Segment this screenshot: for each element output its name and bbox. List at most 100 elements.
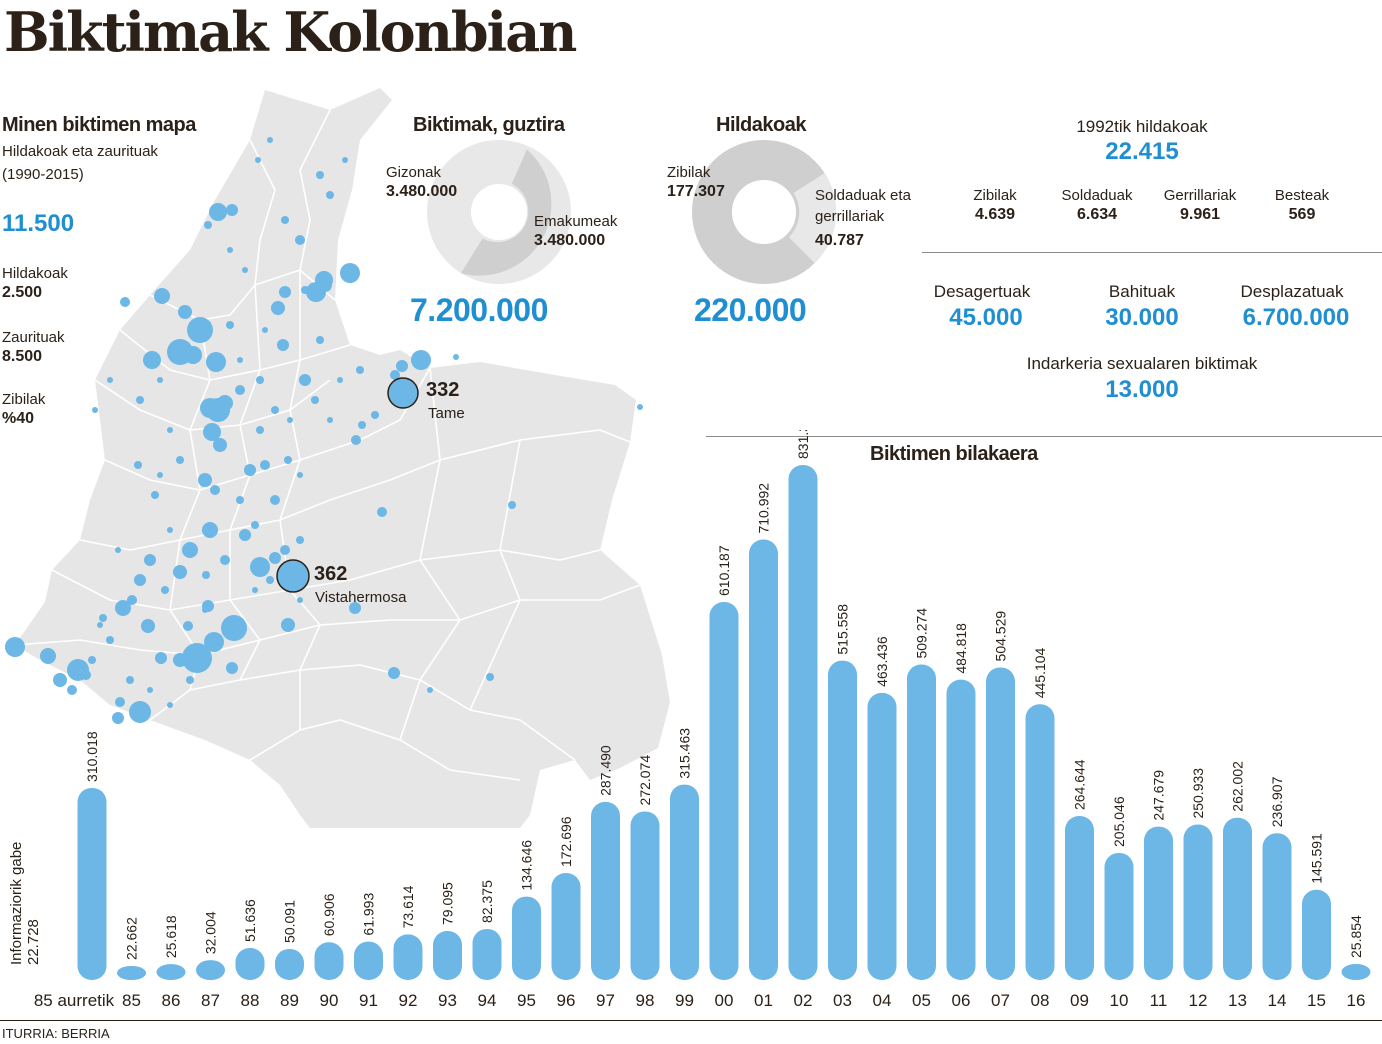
bar-06 bbox=[946, 679, 976, 980]
victim-dot bbox=[210, 485, 220, 495]
victim-dot bbox=[637, 404, 643, 410]
bar-13 bbox=[1223, 817, 1252, 980]
group-guerrilla-value: 9.961 bbox=[1179, 206, 1221, 223]
x-tick-label: 04 bbox=[873, 991, 892, 1010]
victim-dot bbox=[287, 417, 293, 423]
footer-rule bbox=[0, 1020, 1382, 1021]
divider-top bbox=[922, 252, 1382, 253]
bar-value-label: 264.644 bbox=[1072, 759, 1088, 810]
victim-dot bbox=[221, 615, 247, 641]
x-tick-label: 00 bbox=[715, 991, 734, 1010]
x-tick-label: 01 bbox=[754, 991, 773, 1010]
bar-value-label: 710.992 bbox=[756, 483, 772, 534]
bar-09 bbox=[1065, 816, 1094, 980]
victim-dot bbox=[267, 137, 273, 143]
victim-dot bbox=[269, 552, 281, 564]
victim-dot bbox=[318, 278, 332, 292]
x-tick-label: 16 bbox=[1347, 991, 1366, 1010]
group-soldiers-label: Soldaduak bbox=[1061, 187, 1133, 204]
victim-dot bbox=[297, 597, 303, 603]
bar-05 bbox=[907, 664, 936, 980]
bar-14 bbox=[1262, 833, 1292, 980]
bar-value-label: 484.818 bbox=[953, 623, 969, 674]
bar-value-label: 172.696 bbox=[558, 816, 574, 867]
women-label: Emakumeak bbox=[534, 213, 618, 230]
victim-dot bbox=[251, 521, 259, 529]
displaced-label: Desplazatuak bbox=[1240, 282, 1344, 301]
bar-value-label: 831.339 bbox=[795, 430, 811, 459]
bar-00 bbox=[709, 601, 739, 980]
total-victims-donut bbox=[427, 140, 571, 284]
bar-87 bbox=[196, 960, 225, 980]
x-tick-label: 03 bbox=[833, 991, 852, 1010]
victim-dot bbox=[256, 376, 264, 384]
killed-label: Hildakoak bbox=[2, 265, 68, 282]
victim-dot bbox=[107, 377, 113, 383]
victim-dot bbox=[337, 377, 343, 383]
bar-value-label: 310.018 bbox=[84, 731, 100, 782]
victim-dot bbox=[141, 619, 155, 633]
x-tick-label: 11 bbox=[1150, 991, 1168, 1010]
victim-dot bbox=[327, 417, 333, 423]
x-tick-label: 98 bbox=[636, 991, 655, 1010]
bar-08 bbox=[1025, 704, 1055, 980]
victim-dot bbox=[262, 327, 268, 333]
victim-dot bbox=[239, 529, 251, 541]
bar-value-label: 79.095 bbox=[440, 882, 456, 925]
victim-dot bbox=[53, 673, 67, 687]
victim-dot bbox=[297, 472, 303, 478]
victim-dot bbox=[97, 622, 103, 628]
bar-91 bbox=[354, 941, 383, 980]
x-tick-label: 05 bbox=[912, 991, 931, 1010]
x-tick-label: 85 aurretik bbox=[34, 991, 115, 1010]
victim-dot bbox=[198, 473, 212, 487]
bar-03 bbox=[828, 660, 857, 980]
victim-dot bbox=[213, 438, 227, 452]
victim-dot bbox=[126, 676, 134, 684]
victim-dot bbox=[120, 297, 130, 307]
donut-women-slice bbox=[460, 149, 552, 276]
victim-dot bbox=[99, 614, 107, 622]
x-tick-label: 89 bbox=[280, 991, 299, 1010]
bar-value-label: 272.074 bbox=[637, 755, 653, 806]
divider-chart bbox=[706, 436, 1382, 437]
victim-dot bbox=[203, 423, 221, 441]
victim-dot bbox=[202, 571, 210, 579]
victim-dot bbox=[157, 377, 163, 383]
victim-dot bbox=[226, 204, 238, 216]
victim-dot bbox=[326, 191, 334, 199]
victim-dot bbox=[115, 697, 125, 707]
wounded-label: Zaurituak bbox=[2, 329, 65, 346]
bar-value-label: 509.274 bbox=[914, 608, 930, 659]
bar-97 bbox=[591, 801, 620, 980]
no-info-note: Informaziorik gabe 22.728 bbox=[8, 765, 42, 965]
victim-dot bbox=[388, 667, 400, 679]
victim-dot bbox=[129, 701, 151, 723]
tame-label: Tame bbox=[428, 405, 465, 422]
x-tick-label: 93 bbox=[438, 991, 457, 1010]
bar-value-label: 50.091 bbox=[282, 900, 298, 943]
wounded-value: 8.500 bbox=[2, 348, 43, 365]
missing-label: Desagertuak bbox=[933, 282, 1031, 301]
bar-value-label: 82.375 bbox=[479, 880, 495, 923]
victim-dot bbox=[92, 407, 98, 413]
victim-dot bbox=[115, 547, 121, 553]
bar-99 bbox=[670, 784, 699, 980]
map-total: 11.500 bbox=[2, 210, 75, 237]
men-value: 3.480.000 bbox=[386, 183, 458, 200]
victim-dot bbox=[182, 542, 198, 558]
bar-value-label: 134.646 bbox=[519, 840, 535, 891]
victim-dot bbox=[136, 396, 144, 404]
victim-dot bbox=[255, 157, 261, 163]
victim-dot bbox=[200, 398, 220, 418]
chart-title: Biktimen bilakaera bbox=[870, 443, 1038, 465]
bar-value-label: 205.046 bbox=[1111, 796, 1127, 847]
total-victims-heading: Biktimak, guztira bbox=[413, 114, 565, 136]
victim-dot bbox=[206, 352, 226, 372]
victim-dot bbox=[280, 545, 290, 555]
source-note: ITURRIA: BERRIA bbox=[2, 1026, 110, 1041]
victim-dot bbox=[147, 687, 153, 693]
victim-dot bbox=[161, 586, 169, 594]
tame-marker bbox=[387, 377, 419, 409]
victim-dot bbox=[371, 411, 379, 419]
